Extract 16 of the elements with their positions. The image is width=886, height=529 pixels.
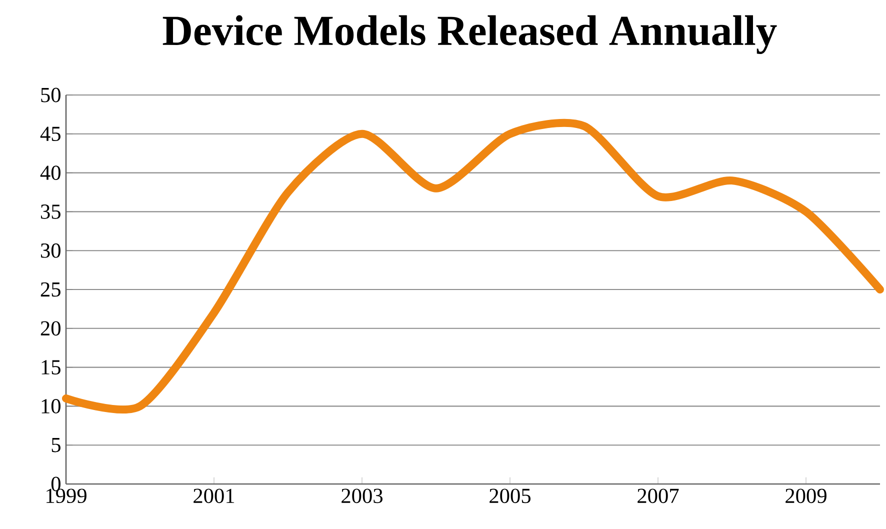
x-tick-label: 2007 [638,488,679,504]
y-tick-label: 20 [40,321,60,336]
y-tick-label: 10 [42,399,60,414]
y-tick-label: 40 [40,166,60,180]
y-tick-label: 35 [40,204,60,219]
y-tick-label: 45 [40,126,60,142]
y-tick-label: 30 [40,243,60,258]
y-tick-label: 50 [41,88,60,102]
x-tick-label: 2001 [194,488,234,504]
y-tick-label: 15 [42,360,60,374]
x-tick-label: 2009 [786,488,826,504]
x-tick-label: 2005 [490,488,530,504]
chart-title: Device Models Released Annually [162,15,777,54]
x-tick-label: 2003 [342,488,382,504]
y-tick-label: 25 [40,282,60,297]
y-tick-label: 5 [52,438,60,452]
